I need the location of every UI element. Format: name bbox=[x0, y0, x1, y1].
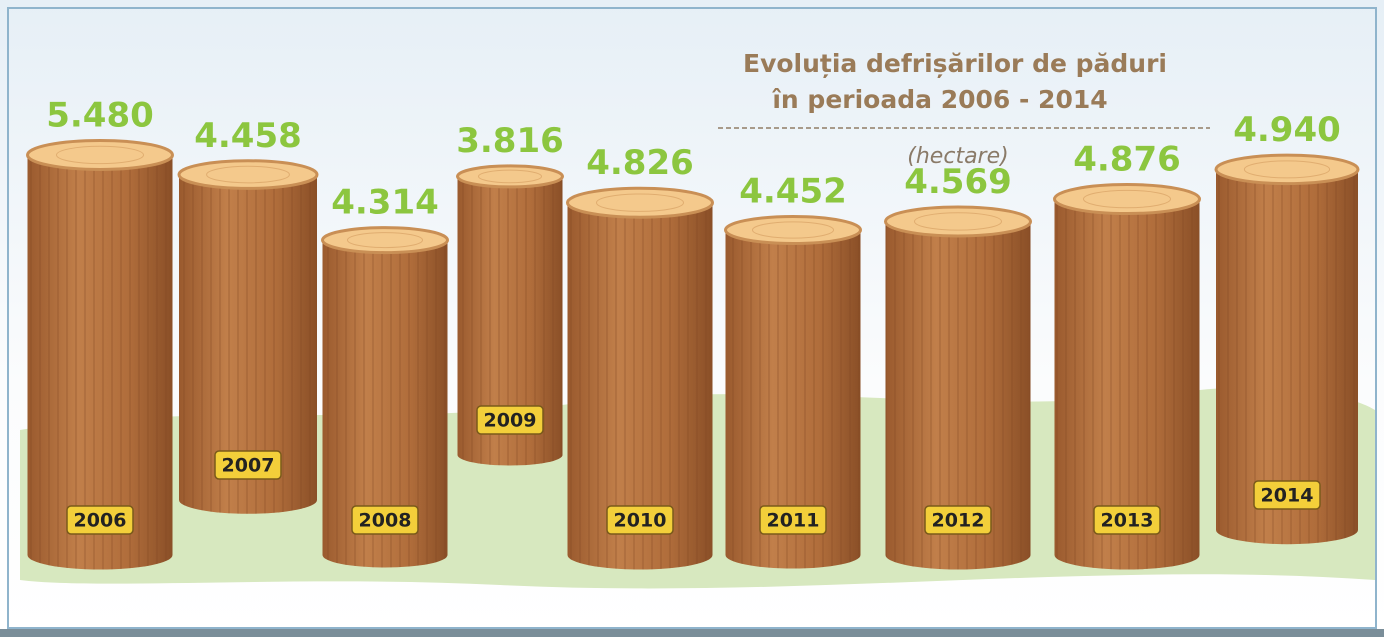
log-top bbox=[724, 215, 862, 246]
log-top bbox=[456, 164, 564, 189]
chart-title: Evoluția defrișărilor de păduri bbox=[743, 49, 1167, 78]
log-texture bbox=[457, 176, 563, 466]
bottom-bar bbox=[0, 629, 1384, 637]
value-label: 4.452 bbox=[739, 172, 847, 212]
year-box bbox=[351, 505, 419, 535]
log-texture bbox=[1054, 199, 1200, 570]
log-top bbox=[566, 186, 714, 219]
year-box bbox=[1253, 480, 1321, 510]
log-ring bbox=[478, 169, 542, 184]
log-top bbox=[1214, 153, 1360, 186]
log-ring bbox=[56, 145, 144, 165]
x-tick-label: 2006 bbox=[74, 510, 127, 532]
x-tick-label: 2010 bbox=[614, 510, 667, 532]
chart-subtitle: (hectare) bbox=[907, 144, 1008, 169]
log-texture bbox=[885, 221, 1031, 570]
log-ring bbox=[206, 165, 290, 184]
x-tick-label: 2011 bbox=[767, 510, 820, 532]
year-box bbox=[476, 405, 544, 435]
value-label: 4.314 bbox=[331, 183, 439, 223]
log-texture bbox=[27, 154, 173, 570]
log-top bbox=[26, 138, 174, 171]
year-box bbox=[214, 450, 282, 480]
log-top bbox=[177, 159, 319, 190]
logs: 5.480 2006 4.458 2007 4.314 2008 3.816 2009 4.82… bbox=[26, 95, 1360, 570]
year-box bbox=[759, 505, 827, 535]
log-ring bbox=[914, 212, 1002, 231]
year-box bbox=[66, 505, 134, 535]
value-label: 4.826 bbox=[586, 143, 694, 183]
x-tick-label: 2008 bbox=[359, 510, 412, 532]
x-tick-label: 2012 bbox=[932, 510, 985, 532]
value-label: 4.940 bbox=[1233, 110, 1341, 150]
year-box bbox=[924, 505, 992, 535]
log-texture bbox=[322, 240, 448, 568]
value-label: 4.569 bbox=[904, 162, 1012, 202]
year-box bbox=[606, 505, 674, 535]
x-tick-label: 2014 bbox=[1261, 485, 1314, 507]
log-texture bbox=[179, 174, 317, 514]
log-ring bbox=[1083, 189, 1171, 209]
log-texture bbox=[1216, 169, 1358, 545]
x-tick-label: 2009 bbox=[484, 410, 537, 432]
value-label: 4.876 bbox=[1073, 140, 1181, 180]
x-tick-label: 2013 bbox=[1101, 510, 1154, 532]
log-top bbox=[321, 226, 449, 255]
log-texture bbox=[567, 202, 713, 570]
log-ring bbox=[596, 193, 684, 212]
value-label: 3.816 bbox=[456, 121, 564, 161]
log-ring bbox=[1243, 160, 1331, 179]
value-label: 5.480 bbox=[46, 95, 154, 135]
log-top bbox=[884, 205, 1032, 238]
log-ring bbox=[752, 221, 834, 239]
log-texture bbox=[725, 230, 861, 569]
log-ring bbox=[347, 232, 423, 249]
year-box bbox=[1093, 505, 1161, 535]
x-tick-label: 2007 bbox=[222, 455, 275, 477]
value-label: 4.458 bbox=[194, 116, 302, 156]
log-top bbox=[1053, 183, 1201, 216]
frame bbox=[7, 7, 1377, 629]
chart-title: în perioada 2006 - 2014 bbox=[771, 85, 1107, 114]
